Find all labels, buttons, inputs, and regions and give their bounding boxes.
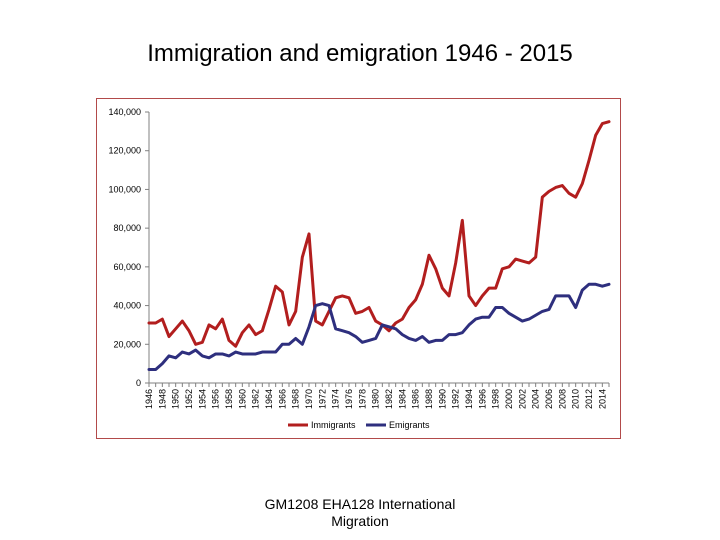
- x-tick-label: 1960: [237, 389, 247, 409]
- x-tick-label: 1970: [304, 389, 314, 409]
- legend-label-emigrants: Emigrants: [389, 420, 430, 430]
- footer-caption: GM1208 EHA128 International Migration: [240, 496, 480, 530]
- x-tick-label: 1974: [331, 389, 341, 409]
- footer-line-2: Migration: [331, 513, 389, 529]
- x-tick-label: 1994: [464, 389, 474, 409]
- y-tick-label: 40,000: [113, 301, 141, 311]
- series-line-immigrants: [147, 120, 611, 348]
- y-tick-label: 60,000: [113, 262, 141, 272]
- x-tick-label: 2006: [544, 389, 554, 409]
- x-tick-label: 2004: [531, 389, 541, 409]
- x-tick-label: 2000: [504, 389, 514, 409]
- x-tick-label: 1998: [491, 389, 501, 409]
- x-tick-label: 1988: [424, 389, 434, 409]
- x-tick-label: 1990: [437, 389, 447, 409]
- x-tick-label: 1966: [277, 389, 287, 409]
- x-tick-label: 1968: [291, 389, 301, 409]
- y-tick-label: 120,000: [108, 146, 141, 156]
- x-tick-label: 1992: [451, 389, 461, 409]
- x-tick-label: 1952: [184, 389, 194, 409]
- x-tick-label: 2012: [584, 389, 594, 409]
- chart-frame: 0 20,000 40,000 60,000 80,000 100,000 120,000 1…: [96, 98, 621, 439]
- x-tick-label: 1964: [264, 389, 274, 409]
- x-tick-label: 1958: [224, 389, 234, 409]
- legend-label-immigrants: Immigrants: [311, 420, 356, 430]
- x-tick-label: 1982: [384, 389, 394, 409]
- x-tick-label: 1950: [171, 389, 181, 409]
- x-tick-label: 1976: [344, 389, 354, 409]
- y-tick-label: 80,000: [113, 223, 141, 233]
- line-chart: 0 20,000 40,000 60,000 80,000 100,000 120,000 1…: [108, 107, 611, 430]
- y-tick-label: 140,000: [108, 107, 141, 117]
- x-tick-label: 2014: [597, 389, 607, 409]
- x-tick-label: 1986: [411, 389, 421, 409]
- x-tick-label: 2002: [517, 389, 527, 409]
- x-tick-label: 1956: [211, 389, 221, 409]
- x-tick-label: 1946: [144, 389, 154, 409]
- y-tick-label: 100,000: [108, 184, 141, 194]
- chart-title: Immigration and emigration 1946 - 2015: [147, 40, 573, 67]
- x-tick-label: 1948: [157, 389, 167, 409]
- x-tick-label: 1962: [251, 389, 261, 409]
- series-line-emigrants: [147, 282, 611, 371]
- x-tick-label: 1980: [371, 389, 381, 409]
- footer-line-1: GM1208 EHA128 International: [264, 496, 456, 512]
- x-tick-label: 1996: [477, 389, 487, 409]
- x-tick-label: 1954: [197, 389, 207, 409]
- y-tick-label: 20,000: [113, 339, 141, 349]
- x-tick-label: 2008: [557, 389, 567, 409]
- x-tick-label: 1972: [317, 389, 327, 409]
- x-tick-label: 2010: [571, 389, 581, 409]
- y-tick-label: 0: [136, 378, 141, 388]
- x-tick-label: 1978: [357, 389, 367, 409]
- x-tick-label: 1984: [397, 389, 407, 409]
